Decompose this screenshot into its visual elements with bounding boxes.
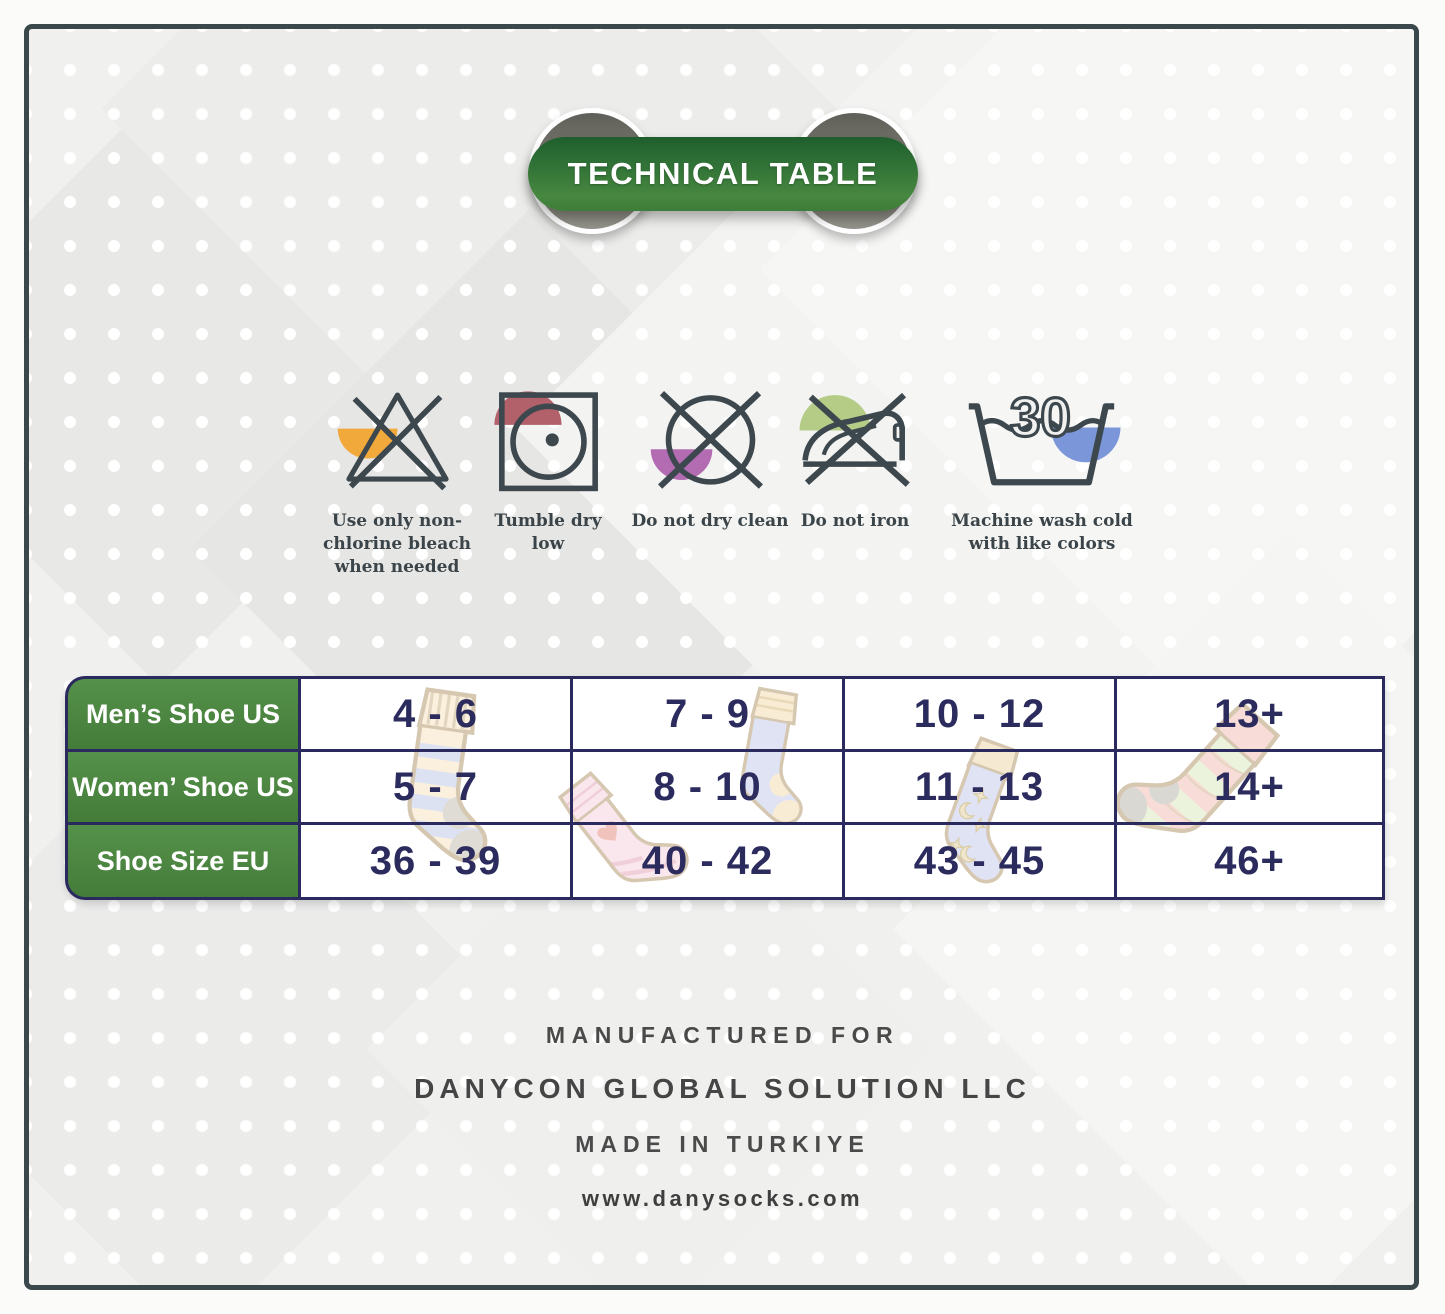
company-name: DANYCON GLOBAL SOLUTION LLC [414, 1073, 1031, 1104]
do-not-dry-clean-icon [650, 390, 763, 489]
size-cell: 11 - 13 [842, 749, 1114, 823]
size-cell: 40 - 42 [570, 822, 842, 900]
size-row-header: Women’ Shoe US [65, 749, 298, 823]
sock-illustration-blue [733, 686, 823, 828]
do-not-iron-icon [799, 392, 910, 487]
care-label: Do not dry clean [631, 511, 789, 531]
care-label: Machine wash cold with like colors [951, 511, 1133, 554]
size-cell: 7 - 9 [570, 676, 842, 750]
polka-dot-pattern [29, 29, 1414, 1285]
size-cell: 10 - 12 [842, 676, 1114, 750]
sock-illustration-striped [368, 678, 514, 877]
banner-band: TECHNICAL TABLE [528, 137, 918, 211]
sock-illustration-heart [556, 755, 696, 907]
care-item-no-iron: Do not iron [786, 376, 924, 533]
footer: MANUFACTURED FOR DANYCON GLOBAL SOLUTION… [0, 1022, 1445, 1212]
table-row: Women’ Shoe US 5 - 7 8 - 10 11 - 13 14+ [65, 749, 1385, 823]
tumble-dry-low-icon [493, 391, 598, 492]
wash-temperature: 30 [1010, 386, 1071, 448]
size-cell: 4 - 6 [298, 676, 570, 750]
page-title: TECHNICAL TABLE [567, 156, 879, 191]
size-row-header: Men’s Shoe US [65, 676, 298, 750]
size-cell: 5 - 7 [298, 749, 570, 823]
care-item-machine-wash: 30 Machine wash cold with like colors [948, 376, 1136, 556]
sock-illustration-celestial [931, 735, 1044, 889]
size-cell: 14+ [1114, 749, 1385, 823]
size-cell: 13+ [1114, 676, 1385, 750]
size-row-header: Shoe Size EU [65, 822, 298, 900]
made-in-label: MADE IN TURKIYE [575, 1131, 870, 1157]
care-item-no-dry-clean: Do not dry clean [628, 376, 792, 533]
care-label: Tumble dry low [494, 511, 602, 554]
table-row: Shoe Size EU 36 - 39 40 - 42 43 - 45 46+ [65, 822, 1385, 900]
website-url: www.danysocks.com [581, 1186, 864, 1211]
size-cell: 43 - 45 [842, 822, 1114, 900]
size-cell: 36 - 39 [298, 822, 570, 900]
machine-wash-cold-icon: 30 [968, 384, 1121, 486]
size-cell: 46+ [1114, 822, 1385, 900]
size-table: Men’s Shoe US 4 - 6 7 - 9 10 - 12 13+ Wo… [65, 676, 1385, 907]
label-frame [24, 24, 1419, 1290]
no-bleach-icon [337, 392, 449, 491]
manufactured-for-label: MANUFACTURED FOR [545, 1022, 900, 1048]
care-label: Do not iron [800, 511, 910, 531]
care-label: Use only non-chlorine bleach when needed [323, 511, 471, 577]
size-cell: 8 - 10 [570, 749, 842, 823]
care-item-tumble-dry: Tumble dry low [476, 376, 620, 556]
care-item-no-bleach: Use only non-chlorine bleach when needed [298, 376, 496, 579]
shoe-size-table: Men’s Shoe US 4 - 6 7 - 9 10 - 12 13+ Wo… [65, 676, 1385, 900]
title-banner: TECHNICAL TABLE [527, 100, 919, 250]
table-row: Men’s Shoe US 4 - 6 7 - 9 10 - 12 13+ [65, 676, 1385, 750]
